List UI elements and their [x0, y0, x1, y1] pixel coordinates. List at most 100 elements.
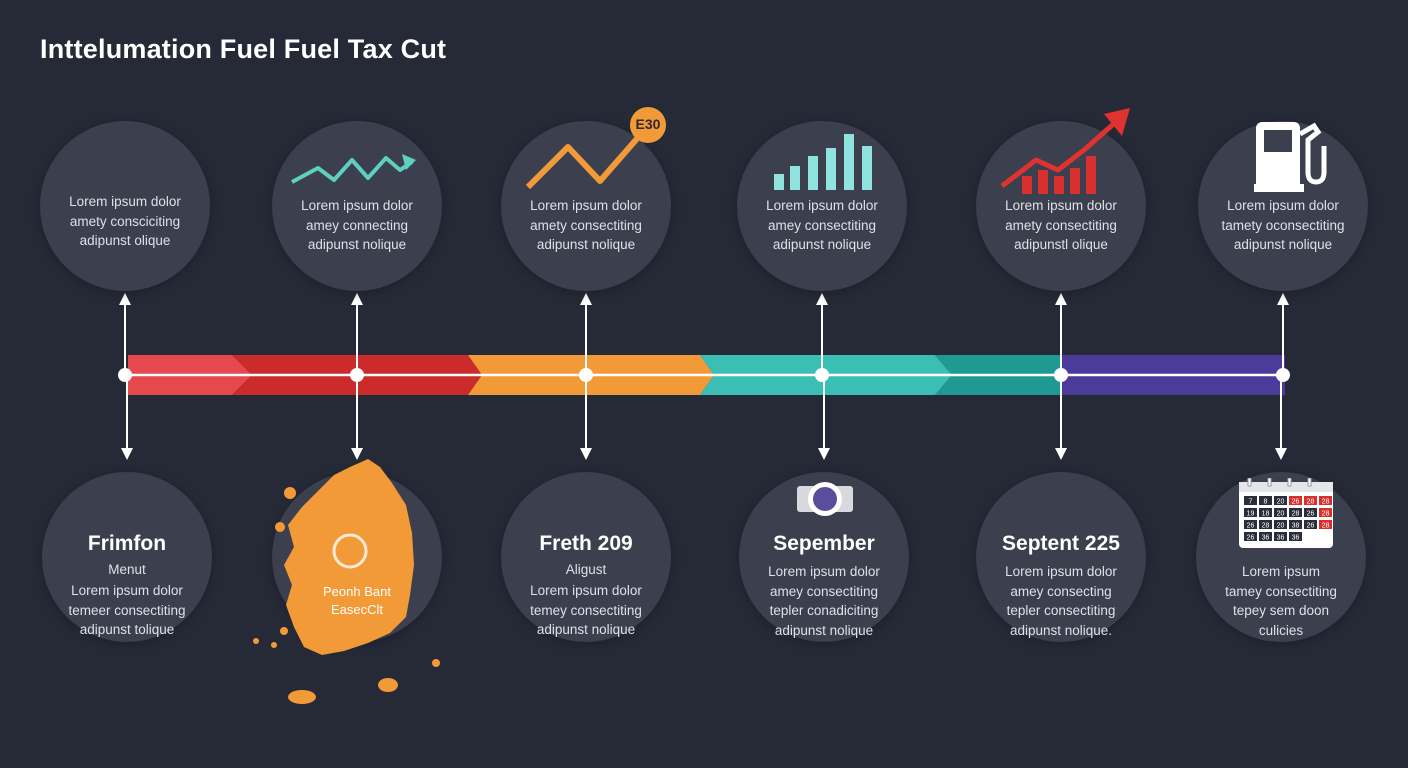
bottom-node-title: Frimfon	[87, 532, 167, 555]
top-node-line: amey consectiting	[767, 217, 877, 233]
calendar-cell	[1259, 508, 1272, 517]
calendar-day: 38	[1292, 523, 1300, 530]
fuel-pump-icon	[1254, 122, 1327, 192]
bottom-node-circle	[501, 472, 671, 642]
calendar-day: 7	[1249, 499, 1253, 506]
calendar-cell	[1244, 496, 1257, 505]
timeline-node-dot	[350, 368, 364, 382]
timeline-node-dot	[815, 368, 829, 382]
top-node-circle	[976, 121, 1146, 291]
bottom-node-line: Lorem ipsum dolor	[71, 583, 183, 598]
calendar-day: 20	[1277, 511, 1285, 518]
calendar-cell	[1274, 508, 1287, 517]
calendar-cell	[1274, 496, 1287, 505]
bottom-node-line: Lorem ipsum dolor	[530, 583, 642, 598]
timeline-node-dot	[1054, 368, 1068, 382]
top-node-line: adipunst nolique	[307, 237, 407, 252]
bottom-node-text: Lorem ipsum dolor temeer consectiting adip…	[42, 581, 212, 640]
bottom-node-title: Septent 225	[1002, 532, 1120, 555]
top-node-line: amety consectiting	[530, 217, 642, 233]
calendar-cell	[1244, 508, 1257, 517]
camera-lens-icon	[797, 482, 853, 516]
bottom-node-line: adipunst tolique	[79, 622, 175, 637]
calendar-day: 20	[1277, 499, 1285, 506]
calendar-cell	[1319, 520, 1332, 529]
top-node-line: amey connecting	[305, 217, 409, 233]
calendar-day: 19	[1247, 511, 1255, 518]
top-node-text: Lorem ipsum dolor amey consectiting adipun…	[737, 196, 907, 255]
top-node-line: adipunst nolique	[536, 237, 636, 252]
bottom-node-line: temeer consectiting	[68, 602, 186, 618]
calendar-day: 36	[1277, 535, 1285, 542]
calendar-day: 8	[1264, 499, 1268, 506]
calendar-day: 36	[1262, 535, 1270, 542]
calendar-cell	[1274, 532, 1287, 541]
bottom-node-text: Lorem ipsum dolor amey consectiting tepler…	[739, 562, 909, 640]
calendar-cell	[1304, 520, 1317, 529]
bottom-node-line: adipunst nolique.	[1009, 622, 1113, 638]
calendar-day: 26	[1292, 499, 1300, 506]
top-node-line: amety consciciting	[69, 213, 181, 229]
timeline-node-dot	[579, 368, 593, 382]
bottom-node-line: Lorem ipsum	[1241, 564, 1321, 579]
teal-zigzag-arrow-icon	[291, 154, 416, 184]
bottom-node-line: adipunst nolique	[774, 622, 874, 638]
calendar-cell	[1274, 520, 1287, 529]
bottom-node-line: tepey sem doon	[1232, 603, 1330, 618]
top-node-text: Lorem ipsum dolor amey connecting adipunst…	[272, 196, 442, 255]
top-node-circle	[737, 121, 907, 291]
top-node-line: amety consectiting	[1005, 217, 1117, 233]
calendar-cell	[1244, 520, 1257, 529]
calendar-day: 18	[1262, 511, 1270, 518]
top-node-circle	[501, 121, 671, 291]
bottom-node-circle	[976, 472, 1146, 642]
top-node-line: Lorem ipsum dolor	[69, 194, 181, 209]
page-title: Inttelumation Fuel Fuel Tax Cut	[40, 34, 447, 64]
top-node-line: Lorem ipsum dolor	[1005, 198, 1117, 213]
calendar-cell	[1289, 520, 1302, 529]
top-node-line: Lorem ipsum dolor	[766, 198, 878, 213]
bottom-node-line: tamey consectiting	[1225, 583, 1337, 599]
bottom-node-subtitle: Aligust	[565, 562, 607, 577]
top-node-text: Lorem ipsum dolor tamety oconsectiting adi…	[1198, 196, 1368, 255]
top-node-line: adipunstl olique	[1014, 237, 1108, 252]
bottom-node-line: adipunst nolique	[536, 622, 636, 637]
calendar-cell	[1259, 520, 1272, 529]
top-node-line: adipunst nolique	[772, 237, 872, 252]
calendar-day: 28	[1262, 523, 1270, 530]
red-rising-chart-icon	[1000, 108, 1130, 194]
calendar-day: 26	[1307, 523, 1315, 530]
bottom-node-text: Lorem ipsum dolor amey consecting tepler c…	[976, 562, 1146, 640]
bottom-node-line: Lorem ipsum dolor	[1005, 564, 1117, 579]
top-node-line: Lorem ipsum dolor	[1227, 198, 1339, 213]
top-node-circle	[272, 121, 442, 291]
calendar-day: 20	[1277, 523, 1285, 530]
calendar-cell	[1259, 496, 1272, 505]
calendar-day: 26	[1247, 535, 1255, 542]
map-label-1: Peonh Bant	[323, 584, 391, 599]
top-node-line: tamety oconsectiting	[1221, 217, 1345, 233]
bottom-node-text: Lorem ipsum dolor temey consectiting adipu…	[501, 581, 671, 640]
calendar-day: 28	[1322, 499, 1330, 506]
calendar-cell	[1319, 496, 1332, 505]
calendar-day: 28	[1292, 511, 1300, 518]
top-node-text: Lorem ipsum dolor amety consectiting adipu…	[976, 196, 1146, 255]
orange-trend-icon	[525, 107, 666, 190]
bottom-node-line: culicies	[1258, 622, 1304, 638]
bottom-node-subtitle: Menut	[108, 562, 146, 577]
top-node-text: Lorem ipsum dolor amety consectiting adipu…	[501, 196, 671, 255]
calendar-icon: 7 8 20 26 28 28 19 18 20 28 26 28 26 28 20 38 26 28 26 36 36…	[1239, 478, 1333, 548]
top-node-line: Lorem ipsum dolor	[301, 198, 413, 213]
calendar-cell	[1289, 496, 1302, 505]
top-node-circle	[40, 121, 210, 291]
trend-badge: E30	[635, 116, 661, 132]
timeline-node-dot	[118, 368, 132, 382]
calendar-cell	[1304, 508, 1317, 517]
korea-map-icon	[253, 459, 440, 704]
calendar-cell	[1289, 508, 1302, 517]
bottom-node-line: tepler conadiciting	[769, 603, 879, 618]
bottom-node-line: tepler consectiting	[1006, 603, 1116, 618]
bottom-node-line: amey consectiting	[769, 583, 879, 599]
top-node-line: Lorem ipsum dolor	[530, 198, 642, 213]
